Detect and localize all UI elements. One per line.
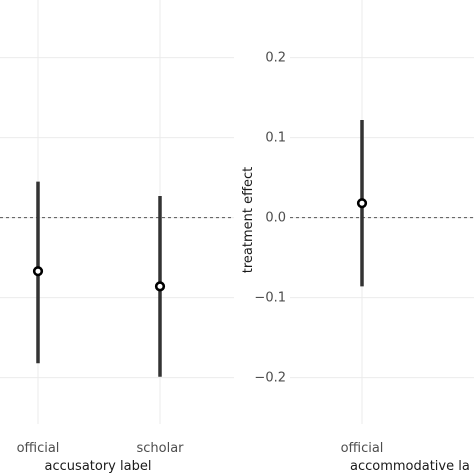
right-marks (290, 120, 474, 287)
point-estimate (154, 281, 166, 292)
x-tick-label: scholar (136, 441, 184, 456)
point-estimate (356, 198, 368, 209)
left-xticks: official scholar (17, 441, 185, 456)
point-estimate (32, 266, 44, 277)
y-tick-label: 0.0 (265, 211, 286, 226)
x-tick-label: official (341, 441, 384, 456)
right-x-axis-title: accommodative la (350, 459, 470, 474)
left-x-axis-title: accusatory label (45, 459, 152, 474)
x-tick-label: official (17, 441, 60, 456)
y-tick-label: 0.2 (265, 51, 286, 66)
left-grid (0, 0, 234, 424)
left-marks (0, 181, 234, 377)
right-y-axis-title: treatment effect (241, 167, 256, 274)
y-tick-label: 0.1 (265, 131, 286, 146)
right-yticks: −0.2 −0.1 0.0 0.1 0.2 (254, 51, 286, 386)
y-tick-label: −0.1 (254, 291, 286, 306)
y-tick-label: −0.2 (254, 371, 286, 386)
panel-left: official scholar accusatory label (0, 0, 234, 474)
right-grid (290, 0, 474, 424)
